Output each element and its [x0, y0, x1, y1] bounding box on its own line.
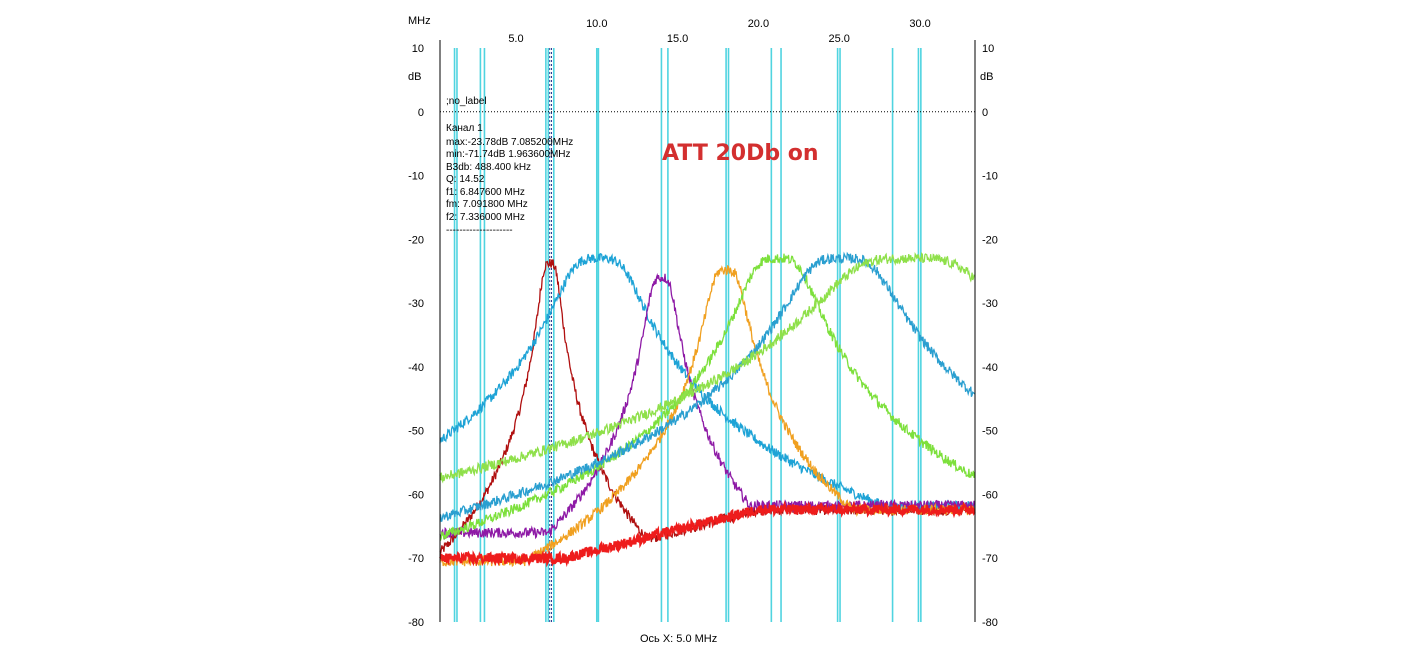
- y-tick-label-right: -30: [982, 298, 998, 310]
- y-tick-label-right: 0: [982, 107, 988, 119]
- y-tick-label-left: -80: [408, 617, 424, 629]
- info-line: max:-23.78dB 7.085200MHz: [446, 137, 573, 148]
- series-line-25-mhz: [439, 251, 976, 523]
- x-tick-label: 25.0: [829, 33, 850, 45]
- x-tick-labels: 10.0 20.0 30.0 5.0 15.0 25.0: [508, 18, 930, 45]
- x-unit-label: MHz: [408, 15, 431, 27]
- info-line: f1: 6.847600 MHz: [446, 187, 525, 198]
- y-tick-label-left: -20: [408, 234, 424, 246]
- x-tick-label: 5.0: [508, 33, 523, 45]
- y-tick-label-left: 0: [418, 107, 424, 119]
- info-line: fm: 7.091800 MHz: [446, 199, 528, 210]
- y-tick-label-left: -10: [408, 171, 424, 183]
- x-axis-label: Ось X: 5.0 MHz: [640, 633, 717, 645]
- attenuator-annotation: ATT 20Db on: [662, 141, 819, 166]
- y-tick-label-right: -80: [982, 617, 998, 629]
- series-line-21-mhz: [439, 253, 976, 541]
- y-tick-labels: 10 10 0 0 -10 -10 -20 -20 -30 -30 -40 -40 -50 -50 -60 -…: [408, 43, 998, 629]
- info-line: min:-71.74dB 1.963600MHz: [446, 149, 571, 160]
- x-tick-label: 15.0: [667, 33, 688, 45]
- y-tick-label-left: -50: [408, 426, 424, 438]
- y-tick-label-right: -20: [982, 234, 998, 246]
- info-line: Q: 14.52: [446, 174, 485, 185]
- y-tick-label-left: 10: [412, 43, 424, 55]
- series-line-29-mhz: [439, 251, 976, 484]
- marker-lines: [453, 48, 922, 622]
- y-unit-label-left: dB: [408, 71, 421, 83]
- y-tick-label-left: -40: [408, 362, 424, 374]
- y-tick-label-right: -70: [982, 553, 998, 565]
- y-tick-label-left: -60: [408, 489, 424, 501]
- y-tick-label-right: 10: [982, 43, 994, 55]
- info-channel: Канал 1: [446, 123, 483, 134]
- y-tick-label-left: -30: [408, 298, 424, 310]
- y-tick-label-left: -70: [408, 553, 424, 565]
- channel-info-box: ;no_label Канал 1 max:-23.78dB 7.085200M…: [446, 96, 573, 236]
- x-tick-label: 10.0: [586, 18, 607, 30]
- series-line-noise: [439, 500, 976, 568]
- info-line: B3db: 488.400 kHz: [446, 162, 531, 173]
- info-line: f2: 7.336000 MHz: [446, 212, 525, 223]
- y-tick-label-right: -40: [982, 362, 998, 374]
- x-tick-label: 30.0: [909, 18, 930, 30]
- info-line: --------------------: [446, 225, 513, 236]
- x-tick-label: 20.0: [748, 18, 769, 30]
- y-tick-label-right: -10: [982, 171, 998, 183]
- y-tick-label-right: -50: [982, 426, 998, 438]
- info-label: ;no_label: [446, 96, 487, 107]
- series-group: [439, 251, 976, 568]
- y-unit-label-right: dB: [980, 71, 993, 83]
- y-tick-label-right: -60: [982, 489, 998, 501]
